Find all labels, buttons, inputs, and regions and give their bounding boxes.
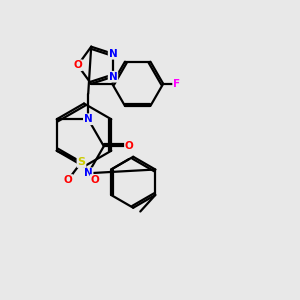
- Text: O: O: [73, 60, 82, 70]
- Text: O: O: [64, 175, 72, 185]
- Text: O: O: [125, 141, 134, 151]
- Text: F: F: [173, 79, 180, 89]
- Text: N: N: [109, 72, 117, 82]
- Text: N: N: [84, 168, 93, 178]
- Text: N: N: [109, 49, 117, 59]
- Text: S: S: [77, 157, 86, 167]
- Text: O: O: [91, 175, 99, 185]
- Text: N: N: [84, 114, 93, 124]
